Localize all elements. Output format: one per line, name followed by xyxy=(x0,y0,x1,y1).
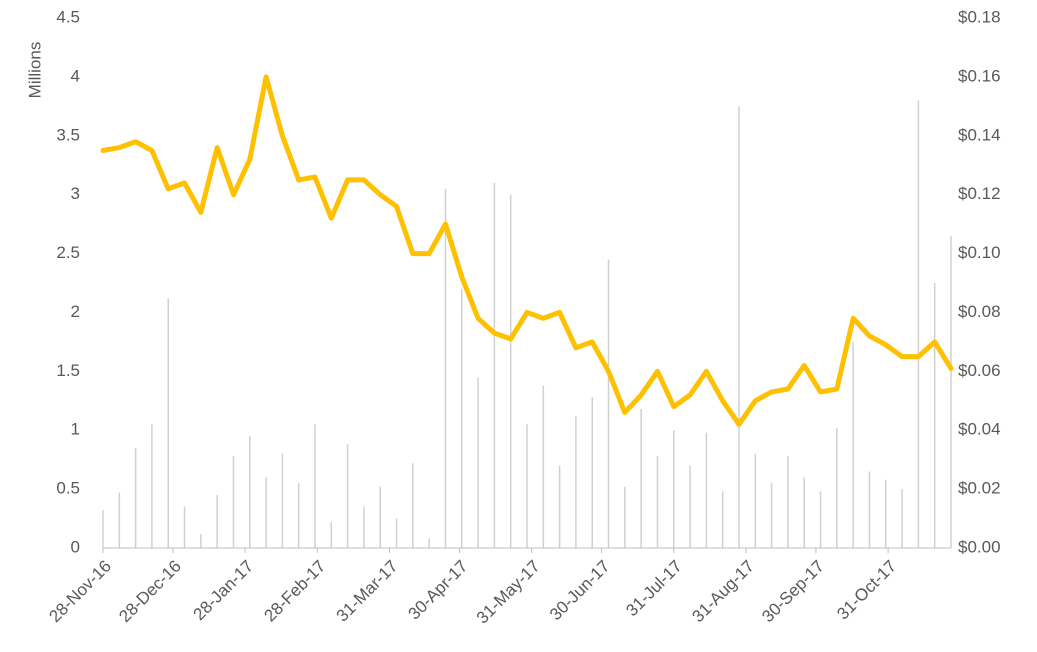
volume-bar xyxy=(591,397,593,548)
volume-bar xyxy=(509,194,512,548)
x-tick-label: 28-Nov-16 xyxy=(45,557,115,627)
volume-bar xyxy=(346,444,349,548)
volume-bar xyxy=(200,533,202,548)
volume-bar xyxy=(770,483,773,548)
y-tick-label: 1.5 xyxy=(56,361,80,380)
volume-bar xyxy=(575,416,577,548)
y-tick-label: 0 xyxy=(71,537,80,556)
volume-bar xyxy=(640,409,642,548)
volume-bar xyxy=(314,424,316,548)
volume-bar xyxy=(118,492,121,548)
x-tick-label: 28-Dec-16 xyxy=(115,557,185,627)
x-tick-label: 28-Jan-17 xyxy=(190,557,258,625)
volume-bar xyxy=(933,283,936,548)
x-tick-label: 31-Mar-17 xyxy=(333,557,402,626)
y2-tick-label: $0.08 xyxy=(958,302,1001,321)
volume-bar xyxy=(265,477,267,548)
volume-bar xyxy=(542,385,545,548)
volume-bar xyxy=(444,188,447,548)
volume-bar xyxy=(558,465,561,548)
x-tick-label: 31-Jul-17 xyxy=(622,557,686,621)
x-tick-label: 28-Feb-17 xyxy=(260,557,329,626)
y2-tick-label: $0.06 xyxy=(958,361,1001,380)
volume-bar xyxy=(673,430,675,548)
volume-bar xyxy=(624,486,626,548)
volume-bar xyxy=(689,465,691,548)
volume-bar xyxy=(102,510,104,548)
y2-tick-label: $0.14 xyxy=(958,125,1001,144)
price-line xyxy=(100,74,954,427)
y-tick-label: 4 xyxy=(71,66,80,85)
y2-tick-label: $0.02 xyxy=(958,479,1001,498)
volume-bar xyxy=(526,424,528,548)
y-axis-label: Millions xyxy=(25,42,44,99)
y-tick-label: 0.5 xyxy=(56,479,80,498)
x-tick-label: 31-Oct-17 xyxy=(833,557,900,624)
volume-bar xyxy=(428,538,430,548)
volume-bar xyxy=(281,453,284,548)
y-tick-label: 2.5 xyxy=(56,243,80,262)
volume-bar xyxy=(330,522,333,548)
x-tick-label: 30-Apr-17 xyxy=(405,557,472,624)
volume-bar xyxy=(950,235,952,548)
volume-bar xyxy=(379,486,381,548)
y-tick-label: 1 xyxy=(71,420,80,439)
volume-bar xyxy=(705,432,708,548)
volume-bar xyxy=(868,471,871,548)
volume-bar xyxy=(477,377,479,548)
y-tick-label: 2 xyxy=(71,302,80,321)
volume-bar xyxy=(819,491,822,548)
y-tick-label: 3 xyxy=(71,184,80,203)
volume-bar xyxy=(901,489,903,548)
y2-tick-label: $0.18 xyxy=(958,7,1001,26)
volume-bar xyxy=(738,106,740,548)
volume-bar xyxy=(917,100,920,548)
volume-bar xyxy=(363,506,365,548)
volume-bar xyxy=(656,456,659,548)
volume-bar xyxy=(151,424,153,548)
volume-bar xyxy=(852,341,854,548)
y-tick-label: 3.5 xyxy=(56,125,80,144)
volume-bar xyxy=(787,456,789,548)
volume-bar xyxy=(249,436,251,548)
volume-bar xyxy=(754,453,757,548)
volume-bar xyxy=(836,427,838,548)
y2-tick-label: $0.10 xyxy=(958,243,1001,262)
volume-bar xyxy=(493,182,496,548)
volume-bar xyxy=(607,259,610,548)
x-tick-label: 31-Aug-17 xyxy=(688,557,758,627)
y2-tick-label: $0.00 xyxy=(958,537,1001,556)
y2-tick-label: $0.04 xyxy=(958,420,1001,439)
volume-bar xyxy=(216,495,218,548)
volume-bar xyxy=(183,506,186,548)
volume-bar xyxy=(803,477,805,548)
y2-tick-label: $0.12 xyxy=(958,184,1001,203)
volume-bar xyxy=(721,491,724,548)
y-tick-label: 4.5 xyxy=(56,7,80,26)
volume-bar xyxy=(232,456,235,548)
volume-bar xyxy=(134,447,137,548)
y2-tick-label: $0.16 xyxy=(958,66,1001,85)
volume-bar xyxy=(885,479,887,548)
x-tick-label: 30-Jun-17 xyxy=(546,557,614,625)
x-tick-label: 30-Sep-17 xyxy=(758,557,828,627)
volume-bar xyxy=(167,298,169,548)
volume-bar xyxy=(461,288,463,548)
volume-bar xyxy=(395,518,398,548)
x-tick-label: 31-May-17 xyxy=(473,557,544,628)
volume-bar xyxy=(412,463,414,548)
volume-bar xyxy=(297,483,300,548)
